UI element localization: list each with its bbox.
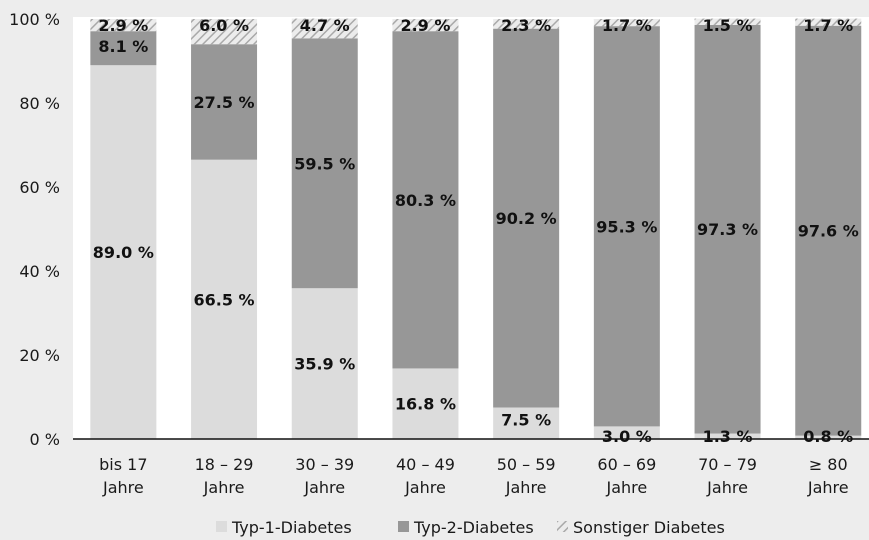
- legend-swatch: [398, 521, 409, 532]
- bar-segment: [90, 65, 157, 439]
- x-tick-label: Jahre: [404, 478, 446, 497]
- y-tick-label: 60 %: [19, 178, 60, 197]
- data-label: 4.7 %: [300, 16, 350, 35]
- x-tick-label: 60 – 69: [597, 455, 656, 474]
- legend-swatch: [557, 521, 568, 532]
- bar-segment: [291, 288, 358, 439]
- bar-segment: [493, 407, 560, 439]
- legend: Typ-1-Diabetes Typ-2-Diabetes Sonstiger Di…: [216, 518, 725, 537]
- data-label: 66.5 %: [194, 290, 255, 309]
- data-label: 89.0 %: [93, 243, 154, 262]
- bar-segment: [90, 31, 157, 66]
- x-tick-label: 30 – 39: [295, 455, 354, 474]
- data-label: 97.3 %: [697, 220, 758, 239]
- data-label: 7.5 %: [501, 410, 551, 429]
- bar-segment: [191, 19, 258, 45]
- bar-segment: [291, 18, 358, 39]
- x-axis: bis 17 Jahre 18 – 29 Jahre 30 – 39 Jahre 40 – …: [73, 438, 869, 497]
- data-label: 97.6 %: [798, 222, 859, 241]
- bar-segment: [392, 368, 459, 439]
- legend-label: Typ-2-Diabetes: [413, 518, 534, 537]
- bar-segment: [90, 19, 157, 32]
- data-label: 35.9 %: [294, 355, 355, 374]
- x-tick-label: Jahre: [605, 478, 647, 497]
- data-labels: 89.0 % 8.1 % 2.9 % 66.5 % 27.5 % 6.0 % 35.9 % 5…: [93, 16, 859, 446]
- data-label: 8.1 %: [98, 37, 148, 56]
- data-label: 2.9 %: [98, 16, 148, 35]
- bar-segment: [191, 44, 258, 160]
- bar-segment: [694, 433, 761, 439]
- data-label: 0.8 %: [803, 427, 853, 446]
- legend-label: Sonstiger Diabetes: [573, 518, 725, 537]
- bar-segment: [593, 26, 660, 427]
- bar-segment: [291, 38, 358, 289]
- bar-segment: [191, 159, 258, 439]
- data-label: 1.7 %: [803, 16, 853, 35]
- y-tick-label: 20 %: [19, 346, 60, 365]
- data-label: 16.8 %: [395, 395, 456, 414]
- bar-segment: [593, 19, 660, 27]
- data-label: 2.9 %: [400, 16, 450, 35]
- x-tick-label: ≥ 80: [809, 455, 848, 474]
- x-tick-label: Jahre: [303, 478, 345, 497]
- data-label: 2.3 %: [501, 16, 551, 35]
- x-tick-label: Jahre: [203, 478, 245, 497]
- x-tick-label: 70 – 79: [698, 455, 757, 474]
- x-tick-label: Jahre: [706, 478, 748, 497]
- x-tick-label: 40 – 49: [396, 455, 455, 474]
- bar-segment: [795, 18, 862, 26]
- bar-segment: [694, 24, 761, 434]
- data-label: 27.5 %: [194, 93, 255, 112]
- bar-segment: [493, 28, 560, 408]
- data-label: 1.3 %: [703, 427, 753, 446]
- x-tick-label: 50 – 59: [497, 455, 556, 474]
- x-tick-label: Jahre: [807, 478, 849, 497]
- bar-segment: [694, 18, 761, 25]
- data-label: 59.5 %: [294, 154, 355, 173]
- data-label: 3.0 %: [602, 427, 652, 446]
- bar-segment: [493, 19, 560, 29]
- x-tick-label: 18 – 29: [195, 455, 254, 474]
- bar-segment: [392, 31, 459, 369]
- data-label: 1.7 %: [602, 16, 652, 35]
- x-tick-label: Jahre: [505, 478, 547, 497]
- y-tick-label: 80 %: [19, 94, 60, 113]
- data-label: 95.3 %: [596, 217, 657, 236]
- bars: [90, 18, 862, 439]
- x-tick-label: Jahre: [102, 478, 144, 497]
- y-tick-label: 40 %: [19, 262, 60, 281]
- data-label: 6.0 %: [199, 16, 249, 35]
- x-tick-label: bis 17: [99, 455, 147, 474]
- bar-segment: [593, 426, 660, 439]
- legend-swatch: [216, 521, 227, 532]
- bar-segment: [795, 435, 862, 439]
- data-label: 1.5 %: [703, 16, 753, 35]
- y-tick-label: 100 %: [9, 10, 60, 29]
- y-tick-label: 0 %: [30, 430, 60, 449]
- bar-segment: [392, 19, 459, 32]
- data-label: 80.3 %: [395, 191, 456, 210]
- data-label: 90.2 %: [496, 209, 557, 228]
- y-axis: 0 % 20 % 40 % 60 % 80 % 100 %: [9, 10, 60, 449]
- legend-label: Typ-1-Diabetes: [231, 518, 352, 537]
- bar-segment: [795, 25, 862, 436]
